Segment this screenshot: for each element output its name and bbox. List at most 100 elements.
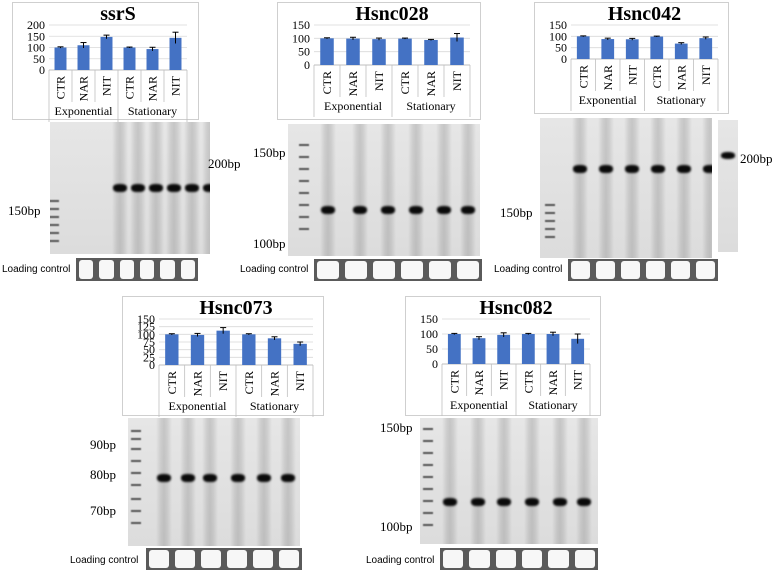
ladder-band: [299, 192, 309, 194]
bar-nar: [190, 334, 205, 365]
ladder-band: [50, 216, 59, 218]
ladder-band: [131, 430, 141, 432]
ladder-band: [423, 512, 433, 514]
y-tick-label: 100: [292, 31, 310, 45]
gel-band: [525, 498, 539, 506]
bar-nar: [601, 39, 615, 59]
group-label: Exponential: [324, 99, 383, 113]
gel-lane: [572, 118, 588, 258]
ladder-band: [423, 488, 433, 490]
y-tick-label: 0: [561, 52, 567, 66]
bar-nit: [216, 330, 230, 365]
ladder-band: [131, 438, 141, 440]
marker-label-100bp: 100bp: [380, 519, 413, 534]
gel-hsnc042: [540, 118, 712, 258]
category-label: NIT: [450, 70, 464, 91]
bar-ctr: [521, 334, 535, 364]
loading-control-label: Loading control: [70, 555, 139, 566]
gel-band: [577, 498, 591, 506]
marker-label-90bp: 90bp: [90, 437, 116, 452]
loading-control-band: [621, 261, 640, 279]
bar-nar: [267, 338, 282, 365]
gel-lane: [408, 124, 424, 256]
chart-hsnc082: Hsnc082 0 50 100 150 CTR NAR NIT CTR NAR NIT Expone…: [405, 296, 601, 416]
ladder-band: [131, 510, 141, 512]
gel-band: [677, 165, 691, 173]
loading-control-strip: [146, 548, 302, 570]
group-label: Stationary: [250, 399, 299, 413]
bar-nar: [346, 38, 360, 65]
category-label: NIT: [216, 370, 230, 391]
loading-control-band: [79, 260, 94, 279]
chart-title: Hsnc042: [608, 3, 681, 25]
category-label: NAR: [191, 371, 205, 396]
y-tick-label: 50: [33, 52, 45, 66]
gel-band: [257, 474, 271, 482]
gel-band: [573, 165, 587, 173]
ladder-band: [299, 168, 309, 170]
y-tick-label: 50: [426, 342, 438, 356]
y-tick-label: 150: [549, 18, 567, 32]
loading-control-band: [201, 550, 221, 568]
ladder-marker-band: [721, 152, 735, 159]
loading-control-band: [279, 550, 299, 568]
y-tick-label: 0: [432, 357, 438, 371]
group-label: Exponential: [169, 399, 228, 413]
loading-control-label: Loading control: [240, 264, 309, 275]
y-tick-label: 100: [27, 41, 45, 55]
category-label: CTR: [521, 370, 535, 393]
loading-control-band: [522, 550, 543, 568]
category-label: CTR: [165, 371, 179, 394]
gel-lane: [256, 418, 272, 546]
y-tick-label: 100: [549, 29, 567, 43]
group-label: Stationary: [657, 93, 706, 107]
category-label: NAR: [77, 76, 91, 101]
ladder-band: [423, 452, 433, 454]
marker-label-150bp: 150bp: [380, 420, 413, 435]
gel-band: [497, 498, 511, 506]
category-label: NAR: [146, 76, 160, 101]
gel-band: [625, 165, 639, 173]
gel-lane: [576, 418, 592, 544]
ladder-band: [545, 204, 555, 206]
chart-title: Hsnc082: [479, 297, 552, 319]
bar-nit: [450, 37, 464, 65]
bar-ctr: [165, 334, 179, 365]
gel-lane: [202, 418, 218, 546]
category-label: NIT: [372, 70, 386, 91]
y-tick-label: 25: [143, 350, 155, 364]
loading-control-label: Loading control: [494, 264, 563, 275]
bar-ctr: [398, 38, 412, 65]
loading-control-band: [140, 260, 155, 279]
ladder-band: [299, 228, 309, 230]
ladder-band: [423, 500, 433, 502]
y-tick-label: 150: [420, 312, 438, 326]
marker-label-150bp: 150bp: [8, 203, 41, 218]
gel-band: [471, 498, 485, 506]
bar-nar: [146, 49, 159, 70]
category-label: NAR: [674, 65, 688, 90]
gel-lane: [598, 118, 614, 258]
category-label: CTR: [650, 65, 664, 88]
gel-hsnc028: [288, 124, 480, 256]
ladder-band: [50, 224, 59, 226]
y-tick-label: 0: [39, 63, 45, 77]
marker-label-80bp: 80bp: [90, 467, 116, 482]
gel-lane: [320, 124, 336, 256]
loading-control-band: [401, 261, 423, 279]
gel-band: [381, 206, 395, 214]
loading-control-band: [180, 260, 195, 279]
y-tick-label: 200: [27, 18, 45, 32]
y-tick-label: 0: [304, 58, 310, 72]
y-tick-label: 0: [149, 358, 155, 372]
chart-ssrS: ssrS 0 50 100 150 200 CTR NAR NIT CTR NAR NIT Expone…: [12, 2, 199, 122]
ladder-band: [423, 440, 433, 442]
category-label: NIT: [625, 64, 639, 85]
bar-ctr: [447, 334, 461, 364]
loading-control-band: [175, 550, 195, 568]
loading-control-band: [160, 260, 175, 279]
y-tick-label: 100: [420, 327, 438, 341]
ladder-band: [423, 524, 433, 526]
gel-band: [703, 165, 712, 173]
